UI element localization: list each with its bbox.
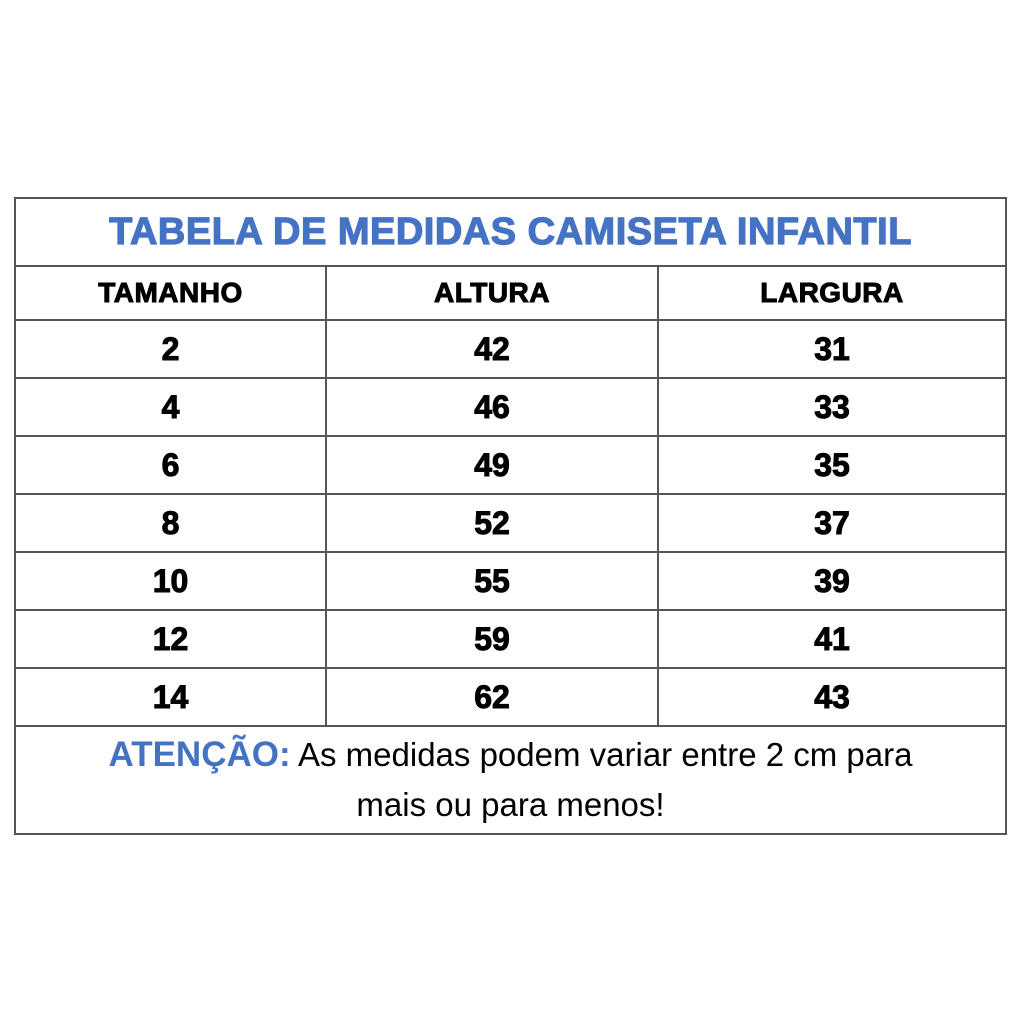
table-row: 4 46 33 [14,377,1007,437]
warning-label: ATENÇÃO: [108,735,291,774]
cell-altura: 52 [325,493,659,553]
footer-text-line2: mais ou para menos! [356,786,665,823]
table-row: 2 42 31 [14,319,1007,379]
cell-tamanho: 12 [14,609,327,669]
cell-largura: 37 [657,493,1007,553]
cell-altura: 49 [325,435,659,495]
cell-tamanho: 10 [14,551,327,611]
cell-altura: 46 [325,377,659,437]
cell-largura: 43 [657,667,1007,727]
table-row: 8 52 37 [14,493,1007,553]
footer-text-line1: As medidas podem variar entre 2 cm para [298,736,913,773]
cell-altura: 55 [325,551,659,611]
cell-largura: 39 [657,551,1007,611]
cell-tamanho: 4 [14,377,327,437]
table-row: 12 59 41 [14,609,1007,669]
column-header-altura: ALTURA [325,265,659,321]
column-header-largura: LARGURA [657,265,1007,321]
table-title: TABELA DE MEDIDAS CAMISETA INFANTIL [14,197,1007,267]
cell-altura: 59 [325,609,659,669]
cell-largura: 31 [657,319,1007,379]
column-header-tamanho: TAMANHO [14,265,327,321]
cell-tamanho: 8 [14,493,327,553]
table-row: 10 55 39 [14,551,1007,611]
cell-altura: 42 [325,319,659,379]
cell-largura: 41 [657,609,1007,669]
cell-largura: 33 [657,377,1007,437]
table-row: 14 62 43 [14,667,1007,727]
cell-largura: 35 [657,435,1007,495]
cell-altura: 62 [325,667,659,727]
cell-tamanho: 14 [14,667,327,727]
cell-tamanho: 2 [14,319,327,379]
size-table: TABELA DE MEDIDAS CAMISETA INFANTIL TAMA… [14,197,1007,835]
footer-note: ATENÇÃO: As medidas podem variar entre 2… [14,725,1007,835]
table-row: 6 49 35 [14,435,1007,495]
header-row: TAMANHO ALTURA LARGURA [14,265,1007,321]
cell-tamanho: 6 [14,435,327,495]
